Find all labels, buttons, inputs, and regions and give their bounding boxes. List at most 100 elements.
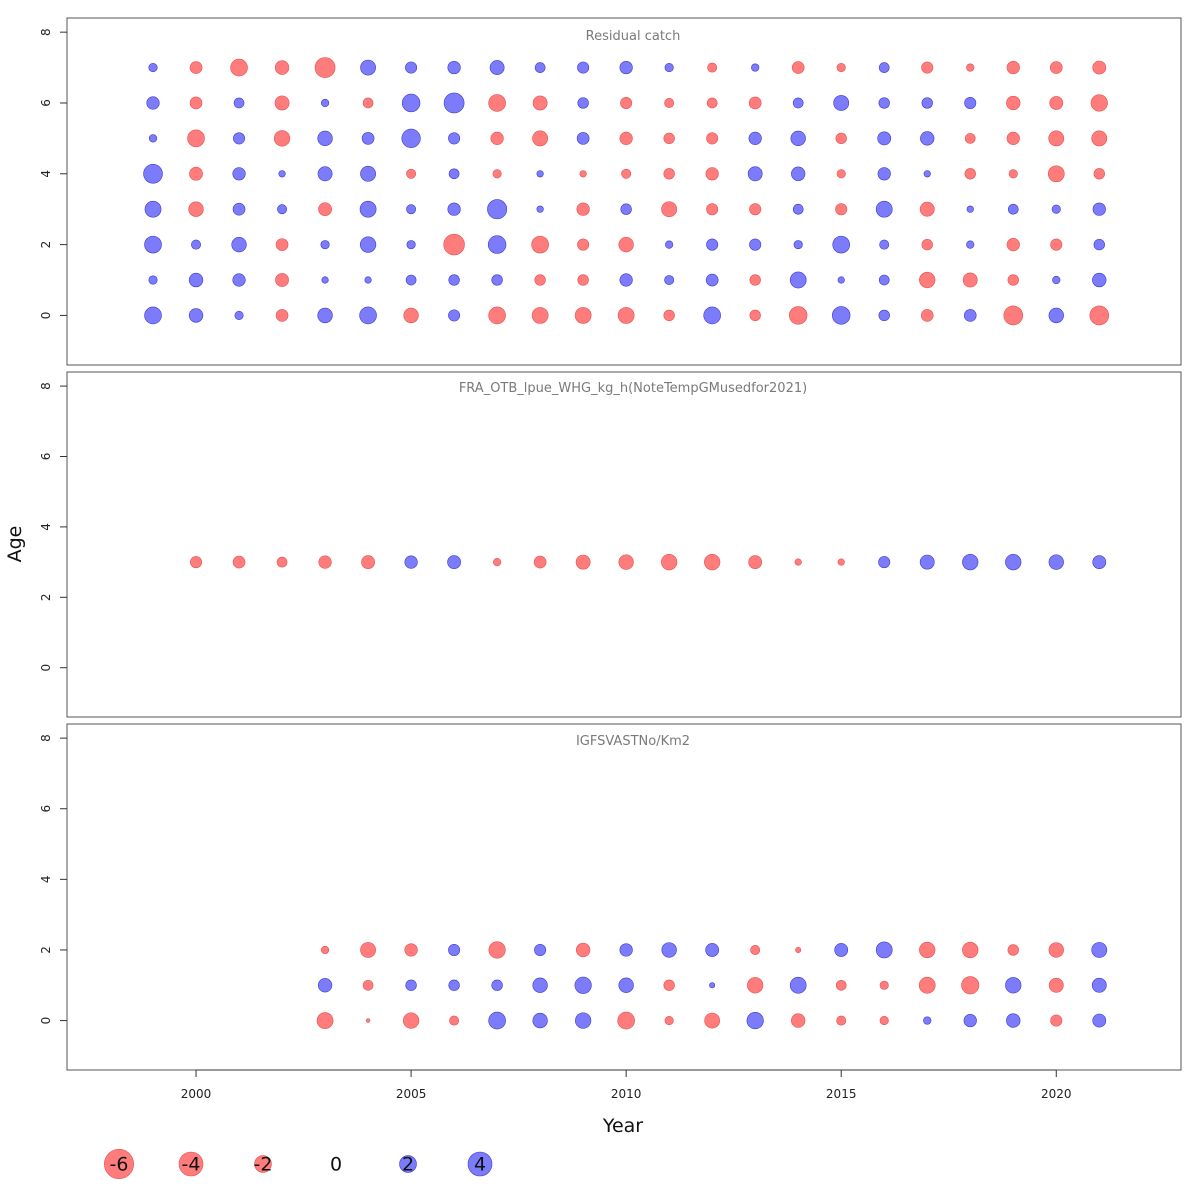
bubble-point [491,979,503,991]
bubble-point [749,274,761,286]
y-tick-label: 6 [39,99,53,107]
panel-title: IGFSVASTNo/Km2 [576,734,690,749]
y-tick-label: 6 [39,453,53,461]
bubble-point [878,97,890,109]
y-axis: 0 2 4 6 8 [39,734,67,1024]
bubbles [316,941,1108,1030]
bubble-point [531,235,549,254]
bubble-point [231,236,247,253]
bubble-point [1049,61,1063,74]
legend: -6 -4 -2 0 2 4 [104,1149,493,1179]
bubble-point [964,96,977,109]
bubble-point [664,275,675,285]
bubble-point [448,309,461,322]
bubble-point [443,233,465,256]
bubble-point [919,271,936,289]
bubble-point [1048,942,1064,958]
bubble-point [707,62,718,73]
bubble-point [1090,94,1108,112]
bubble-point [531,307,549,324]
bubble-point [618,554,634,570]
bubble-point [273,130,291,147]
bubble-point [448,168,460,180]
bubble-point [1091,130,1108,147]
bubble-point [963,1013,977,1028]
bubble-point [449,1015,460,1026]
bubble-point [404,943,418,957]
bubble-point [188,272,204,288]
bubble-point [877,167,891,181]
bubble-point [835,979,847,991]
bubble-point [920,131,935,146]
bubble-point [878,62,890,73]
bubble-point [144,200,162,218]
bubble-point [233,97,245,109]
bubble-point [232,555,246,569]
bubble-point [966,63,975,72]
bubble-point [919,941,936,959]
legend-bubble [178,1151,204,1177]
bubble-point [879,1016,889,1026]
y-tick-label: 8 [39,734,53,742]
bubble-point [706,238,719,251]
bubble-point [705,273,719,287]
bubble-point [751,63,760,72]
bubble-point [190,556,203,569]
bubble-point [919,554,935,570]
bubble-point [536,205,544,213]
bubble-point [448,979,460,991]
bubble-point [836,169,846,179]
bubble-point [448,943,461,956]
bubble-point [278,170,286,178]
bubble-point [791,166,806,181]
bubble-point [576,132,590,145]
bubble-point [361,132,375,145]
bubble-point [276,556,288,568]
bubble-point [966,240,975,249]
bubble-point [447,60,461,75]
bubble-point [749,309,761,322]
bubble-point [1008,169,1018,179]
bubble-point [705,167,719,181]
bubble-point [961,976,980,995]
bubble-point [577,97,589,109]
bubble-point [187,129,205,148]
bubble-point [1092,1013,1107,1028]
bubble-point [532,95,548,111]
bubble-point [230,58,248,77]
bubble-point [748,555,763,569]
bubble-point [789,306,808,325]
bubble-point [749,238,762,251]
bubble-point [1093,168,1105,180]
bubble-point [189,61,203,74]
bubbles [143,57,1110,326]
x-tick-label: 2005 [396,1087,427,1101]
bubble-point [619,943,633,957]
bubble-point [619,60,633,75]
bubble-point [401,93,421,113]
panel-residual-catch: Residual catch 0 2 4 6 8 [39,17,1182,366]
bubble-point [532,1012,548,1029]
y-axis-title: Age [4,526,26,563]
bubble-point [1092,60,1107,75]
bubble-point [577,238,590,251]
bubble-point [1050,1014,1063,1027]
x-axis: 2000 2005 2010 2015 2020 [181,1069,1072,1101]
bubble-point [320,945,330,955]
bubble-point [490,131,504,145]
bubble-point [1093,238,1105,251]
bubble-point [661,942,677,958]
bubble-point [189,96,203,110]
bubble-point [964,133,976,144]
bubble-point [879,239,890,250]
bubble-point [487,235,507,254]
bubble-point [576,942,591,958]
bubble-point [962,941,979,959]
bubble-point [1003,305,1024,326]
bubble-point [832,235,850,254]
bubble-point [188,308,204,323]
legend-label: -4 [182,1154,201,1176]
bubble-point [878,309,890,322]
bubble-point [703,306,721,325]
panel-igfs-vast: IGFSVASTNo/Km2 0 2 4 6 8 [39,723,1182,1071]
